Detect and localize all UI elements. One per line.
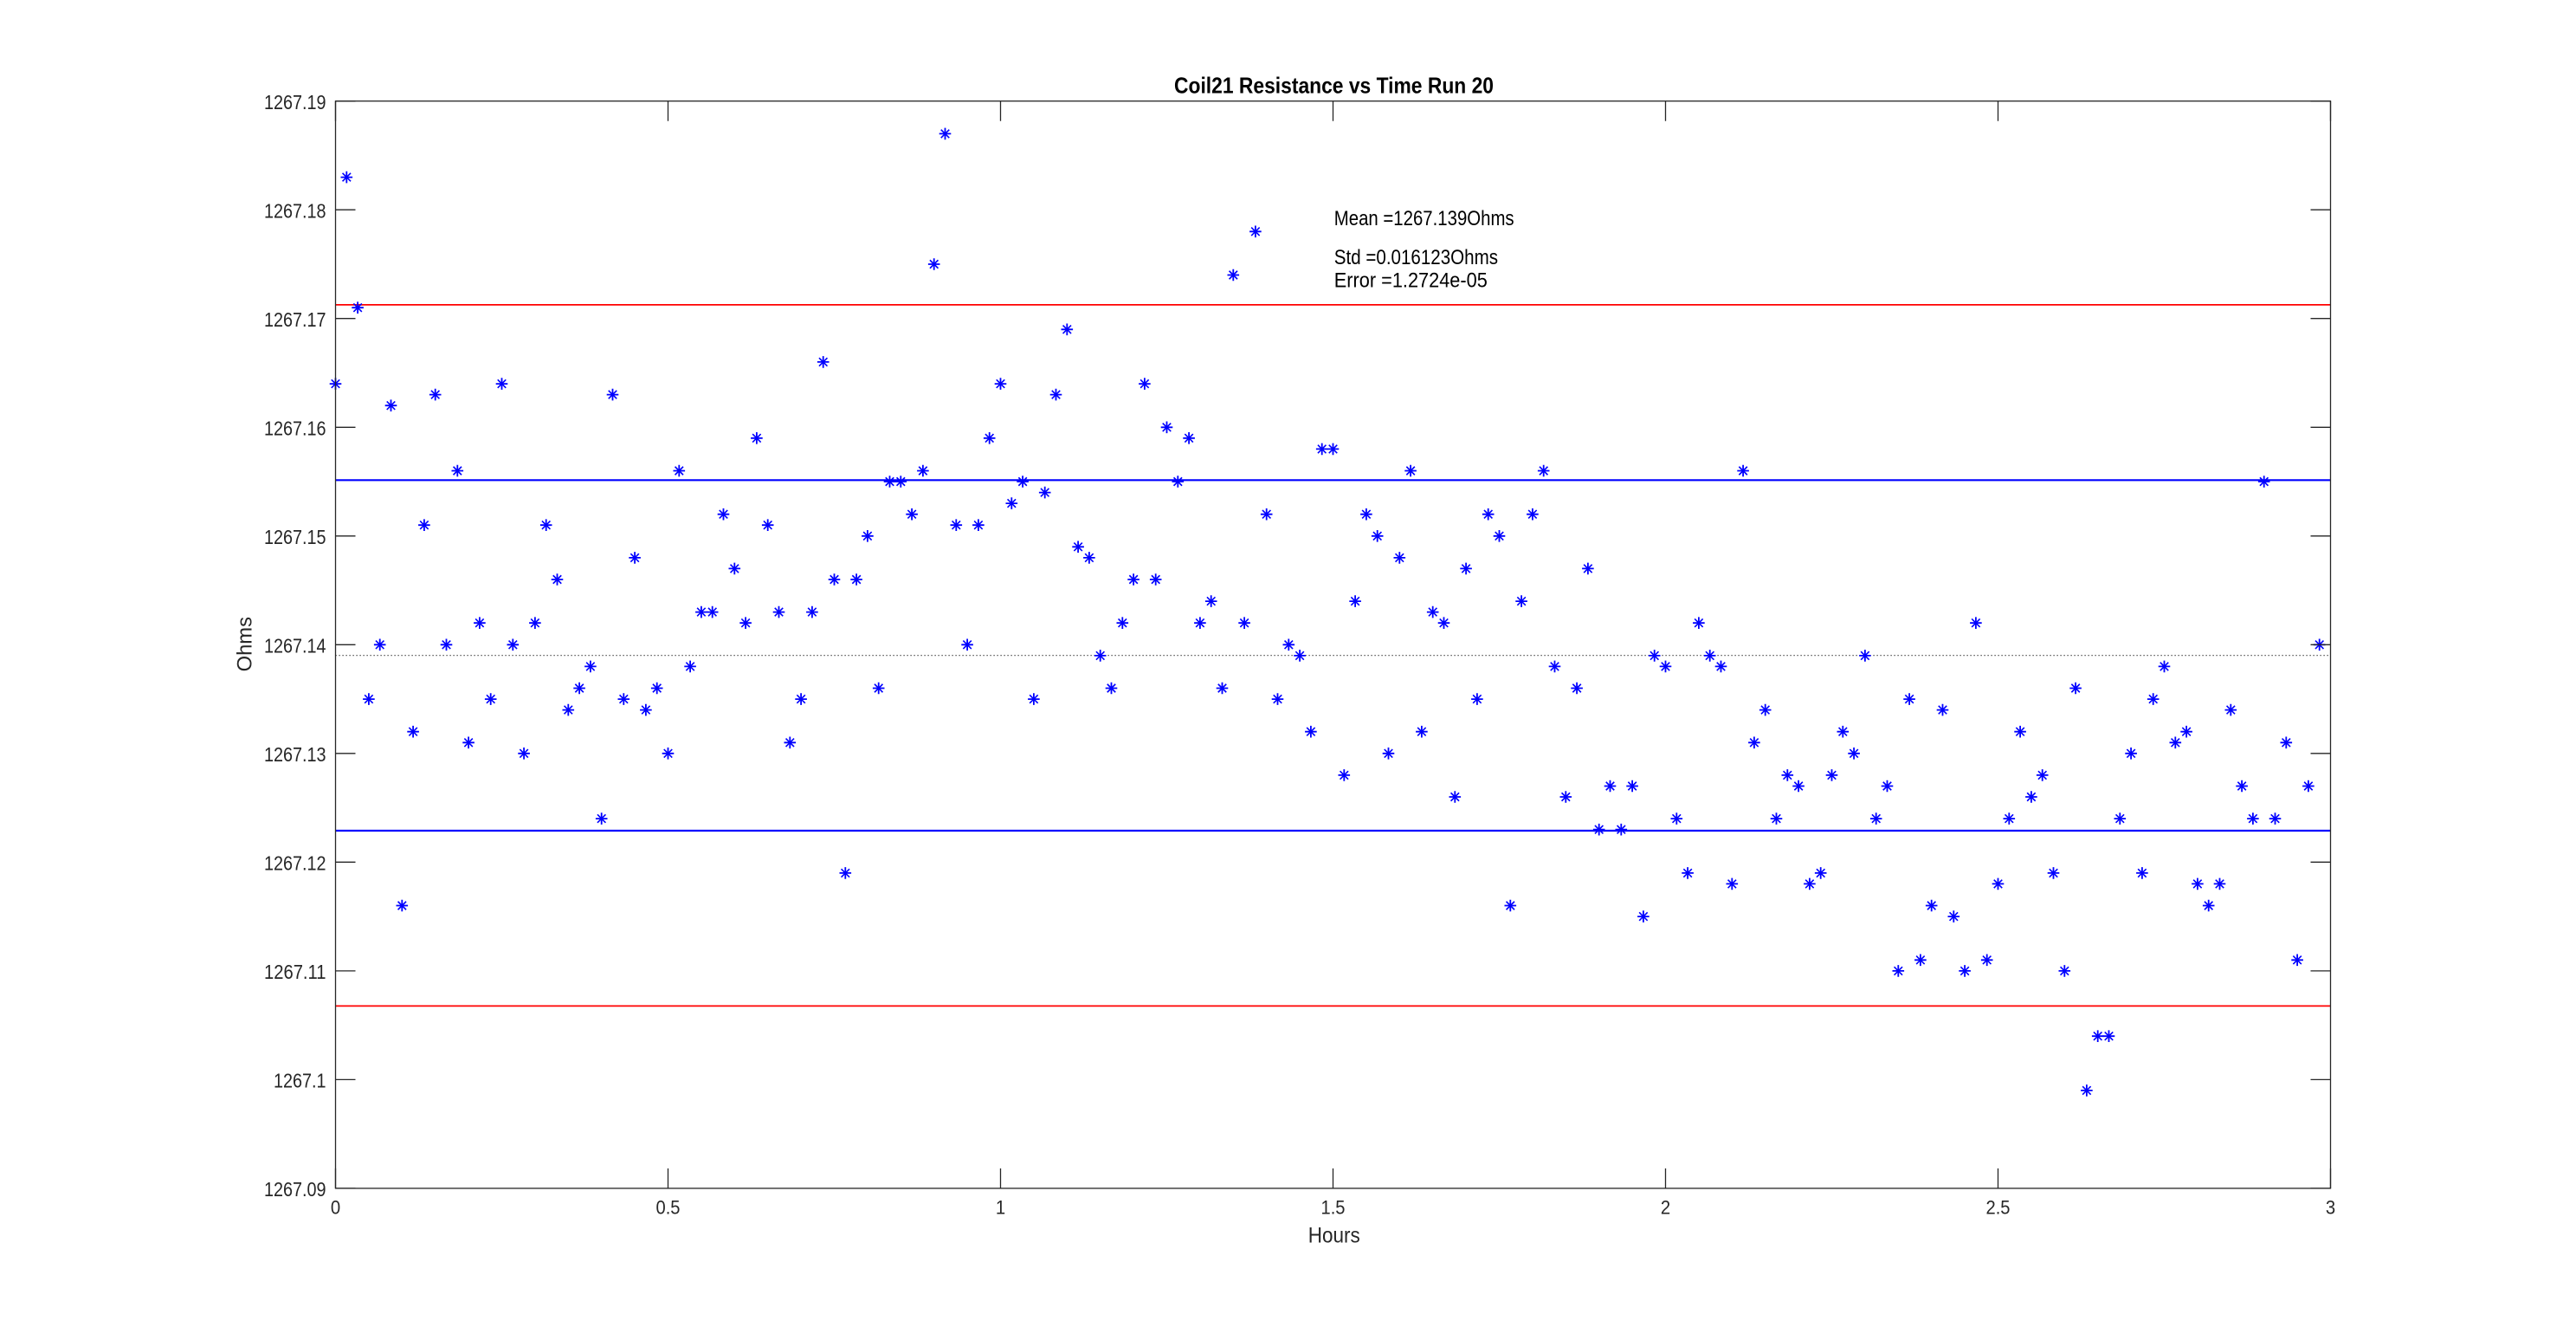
svg-text:0: 0 <box>331 1197 340 1219</box>
svg-text:1267.12: 1267.12 <box>264 852 326 875</box>
svg-text:3: 3 <box>2326 1197 2335 1219</box>
svg-text:1267.15: 1267.15 <box>264 526 326 548</box>
svg-text:2: 2 <box>1661 1197 1670 1219</box>
svg-text:1: 1 <box>996 1197 1005 1219</box>
svg-text:1267.11: 1267.11 <box>264 961 326 983</box>
svg-text:1267.16: 1267.16 <box>264 418 326 440</box>
svg-text:Error =1.2724e-05: Error =1.2724e-05 <box>1334 269 1488 292</box>
svg-text:1267.13: 1267.13 <box>264 743 326 766</box>
svg-text:1267.17: 1267.17 <box>264 308 326 331</box>
svg-text:1267.09: 1267.09 <box>264 1178 326 1201</box>
svg-text:Std =0.016123Ohms: Std =0.016123Ohms <box>1334 246 1498 269</box>
svg-text:1.5: 1.5 <box>1321 1197 1346 1219</box>
svg-text:1267.18: 1267.18 <box>264 200 326 223</box>
svg-text:0.5: 0.5 <box>656 1197 681 1219</box>
svg-text:1267.14: 1267.14 <box>264 635 326 657</box>
svg-text:Mean =1267.139Ohms: Mean =1267.139Ohms <box>1334 207 1514 230</box>
svg-text:Coil21 Resistance vs Time Run: Coil21 Resistance vs Time Run 20 <box>1174 73 1494 99</box>
svg-text:Hours: Hours <box>1308 1224 1360 1248</box>
svg-text:1267.19: 1267.19 <box>264 91 326 113</box>
svg-text:Ohms: Ohms <box>234 617 257 671</box>
svg-text:2.5: 2.5 <box>1986 1197 2011 1219</box>
svg-text:1267.1: 1267.1 <box>274 1070 326 1092</box>
